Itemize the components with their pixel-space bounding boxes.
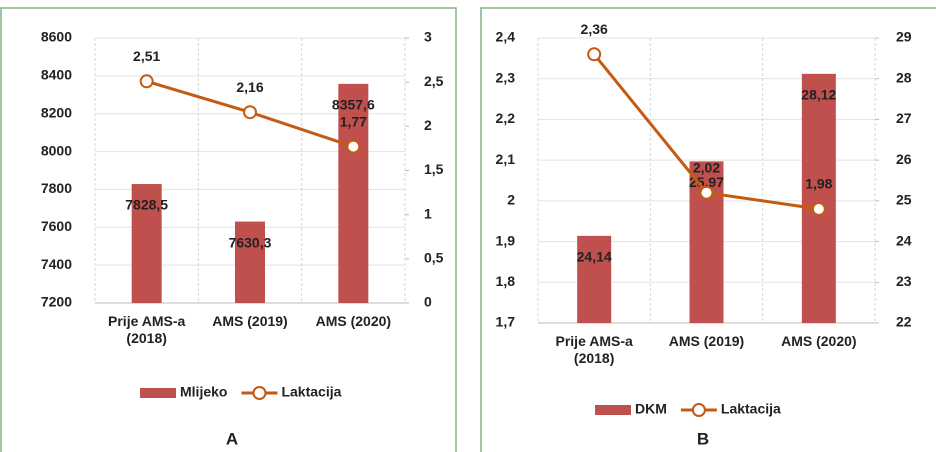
y-tick-label: 2,1 <box>496 151 516 167</box>
legend-swatch <box>691 403 706 417</box>
y2-tick-label: 24 <box>896 232 912 248</box>
y2-tick-label: 3 <box>424 29 432 45</box>
y2-tick-label: 0,5 <box>424 250 444 266</box>
legend-label: Laktacija <box>281 384 341 400</box>
x-tick-label: Prije AMS-a (2018) <box>108 313 186 346</box>
y-tick-label: 8000 <box>41 142 72 158</box>
x-tick-label: AMS (2019) <box>668 333 745 349</box>
x-tick-label: AMS (2020) <box>315 313 392 329</box>
bar <box>338 83 369 303</box>
bar-value-label: 24,14 <box>577 249 612 265</box>
y-tick-label: 2,4 <box>496 29 516 45</box>
legend-label: Laktacija <box>721 401 781 417</box>
line-marker <box>346 139 361 154</box>
legend-label: Mlijeko <box>180 384 227 400</box>
line-value-label: 2,02 <box>693 159 720 175</box>
y2-tick-label: 2,5 <box>424 73 444 89</box>
y-tick-label: 8400 <box>41 67 72 83</box>
line-marker <box>243 105 257 120</box>
y-tick-label: 7800 <box>41 180 72 196</box>
bar-value-label: 28,12 <box>801 87 836 103</box>
y2-tick-label: 22 <box>896 314 912 330</box>
line-marker <box>139 74 154 89</box>
bar-value-label: 7828,5 <box>125 197 168 213</box>
y-tick-label: 7600 <box>41 218 72 234</box>
y2-tick-label: 23 <box>896 273 912 289</box>
y-tick-label: 8200 <box>41 104 72 120</box>
line-value-label: 2,36 <box>581 21 608 37</box>
x-tick-label: AMS (2019) <box>212 313 288 329</box>
panel-caption: B <box>697 429 709 448</box>
y2-tick-label: 1,5 <box>424 161 444 177</box>
y2-tick-label: 28 <box>896 69 912 85</box>
legend-swatch <box>140 388 176 398</box>
y2-tick-label: 25 <box>896 192 912 208</box>
bar <box>577 235 612 323</box>
bar-value-label: 25,97 <box>689 174 724 190</box>
y-tick-label: 2,2 <box>496 110 516 126</box>
bar <box>235 221 265 303</box>
bar <box>801 73 836 323</box>
y-tick-label: 8600 <box>41 29 72 45</box>
line-value-label: 1,98 <box>805 176 832 192</box>
x-tick-label: AMS (2020) <box>781 333 857 349</box>
y-tick-label: 1,9 <box>496 232 516 248</box>
line-marker <box>699 185 714 200</box>
y-tick-label: 7200 <box>41 294 72 310</box>
y-tick-label: 2 <box>507 192 515 208</box>
line-value-label: 2,51 <box>133 48 160 64</box>
bar <box>131 184 162 303</box>
line-value-label: 1,77 <box>340 113 367 129</box>
y2-tick-label: 26 <box>896 151 912 167</box>
line-marker <box>587 47 602 62</box>
x-tick-label: Prije AMS-a (2018) <box>555 333 633 366</box>
bar-value-label: 7630,3 <box>229 234 272 250</box>
line-value-label: 2,16 <box>236 79 263 95</box>
y-tick-label: 2,3 <box>496 69 516 85</box>
legend-swatch <box>595 405 631 415</box>
y2-tick-label: 0 <box>424 294 432 310</box>
y-tick-label: 1,8 <box>496 273 516 289</box>
panel-frame <box>480 7 936 452</box>
y-tick-label: 1,7 <box>496 314 516 330</box>
bar-value-label: 8357,6 <box>332 97 375 113</box>
line-marker <box>811 202 826 216</box>
y2-tick-label: 27 <box>896 110 912 126</box>
legend-label: DKM <box>635 401 667 417</box>
panel-caption: A <box>226 429 238 448</box>
y2-tick-label: 2 <box>424 117 432 133</box>
legend-swatch <box>252 386 267 400</box>
y2-tick-label: 1 <box>424 205 432 221</box>
panel-frame <box>0 7 457 452</box>
y2-tick-label: 29 <box>896 29 912 45</box>
y-tick-label: 7400 <box>41 256 72 272</box>
